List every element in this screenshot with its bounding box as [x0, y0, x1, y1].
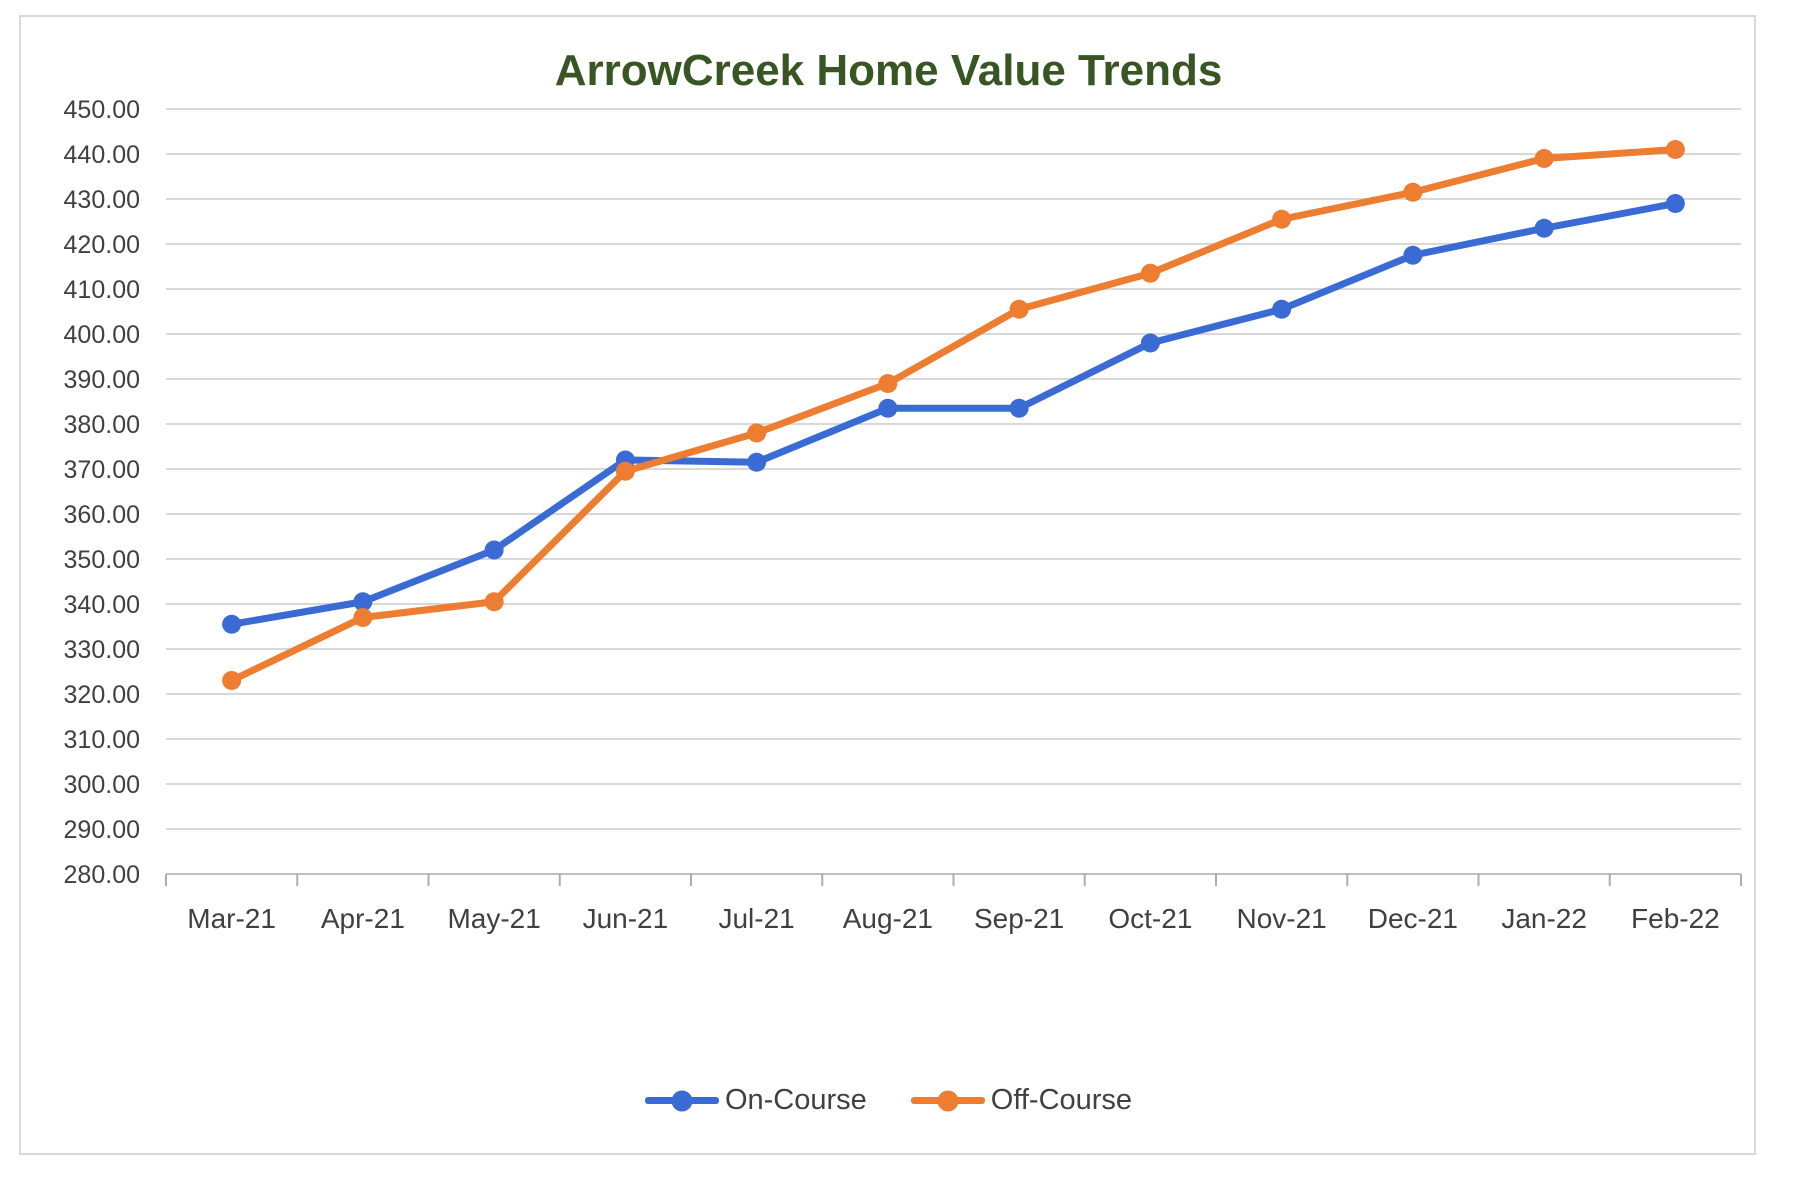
- y-axis-tick-label: 290.00: [64, 816, 140, 844]
- data-point-off-course: [615, 461, 635, 481]
- data-point-on-course: [222, 614, 242, 634]
- legend-label-off-course: Off-Course: [990, 1084, 1133, 1116]
- series-line-off-course: [228, 146, 1679, 684]
- x-axis-tick-label: Jan-22: [1501, 903, 1587, 934]
- y-axis-tick-label: 280.00: [64, 861, 140, 889]
- data-point-on-course: [1272, 299, 1292, 319]
- x-axis-tick-label: Oct-21: [1108, 903, 1192, 934]
- x-axis-tick-label: Feb-22: [1631, 903, 1720, 934]
- data-point-on-course: [353, 592, 373, 612]
- y-axis-tick-label: 430.00: [64, 186, 140, 214]
- legend-line-marker-icon: [910, 1090, 985, 1111]
- data-point-on-course: [1665, 194, 1685, 213]
- data-point-on-course: [878, 398, 898, 418]
- legend-dot-icon: [937, 1090, 959, 1111]
- legend-line-marker-icon: [644, 1090, 719, 1111]
- y-axis-tick-label: 350.00: [64, 546, 140, 574]
- data-point-on-course: [747, 452, 767, 472]
- y-axis-tick-label: 330.00: [64, 636, 140, 664]
- data-point-off-course: [1272, 209, 1292, 229]
- data-point-on-course: [1403, 245, 1423, 265]
- y-axis-tick-label: 340.00: [64, 591, 140, 619]
- legend-entry-off-course: Off-Course: [910, 1084, 1133, 1117]
- y-axis-tick-label: 380.00: [64, 411, 140, 439]
- x-axis-tick-label: Sep-21: [974, 903, 1064, 934]
- legend-label-on-course: On-Course: [724, 1084, 867, 1116]
- y-axis-tick-label: 410.00: [64, 276, 140, 304]
- x-axis-tick-label: Nov-21: [1236, 903, 1326, 934]
- data-point-off-course: [1665, 140, 1685, 159]
- x-axis-tick-label: Dec-21: [1368, 903, 1458, 934]
- chart-legend: On-Course Off-Course: [19, 1084, 1758, 1117]
- data-point-off-course: [353, 608, 373, 627]
- y-axis-tick-label: 320.00: [64, 681, 140, 709]
- x-axis-tick-label: Apr-21: [321, 903, 405, 934]
- data-point-on-course: [1009, 398, 1029, 418]
- data-point-off-course: [1140, 263, 1160, 283]
- data-point-off-course: [222, 671, 242, 690]
- data-point-off-course: [1009, 299, 1029, 319]
- x-axis-tick-label: Jun-21: [583, 903, 669, 934]
- data-point-off-course: [747, 423, 767, 443]
- y-axis-tick-label: 420.00: [64, 231, 140, 259]
- y-axis-tick-label: 360.00: [64, 501, 140, 529]
- data-point-off-course: [484, 592, 504, 612]
- data-point-on-course: [484, 540, 504, 560]
- y-axis-tick-label: 400.00: [64, 321, 140, 349]
- y-axis-tick-label: 300.00: [64, 771, 140, 799]
- y-axis-tick-label: 390.00: [64, 366, 140, 394]
- data-point-on-course: [1140, 333, 1160, 353]
- data-point-on-course: [1534, 218, 1554, 238]
- data-point-off-course: [878, 374, 898, 393]
- x-axis-tick-label: May-21: [447, 903, 540, 934]
- y-axis-tick-label: 370.00: [64, 456, 140, 484]
- x-axis-tick-label: Jul-21: [718, 903, 794, 934]
- legend-dot-icon: [671, 1090, 693, 1111]
- legend-entry-on-course: On-Course: [644, 1084, 867, 1117]
- y-axis-tick-label: 450.00: [64, 96, 140, 124]
- chart-frame: [19, 15, 1756, 1155]
- series-line-on-course: [228, 200, 1679, 628]
- x-axis-tick-label: Aug-21: [843, 903, 933, 934]
- data-point-off-course: [1403, 182, 1423, 202]
- y-axis-tick-label: 310.00: [64, 726, 140, 754]
- chart-title: ArrowCreek Home Value Trends: [554, 46, 1223, 95]
- y-axis-tick-label: 440.00: [64, 141, 140, 169]
- data-point-off-course: [1534, 149, 1554, 168]
- x-axis-tick-label: Mar-21: [187, 903, 276, 934]
